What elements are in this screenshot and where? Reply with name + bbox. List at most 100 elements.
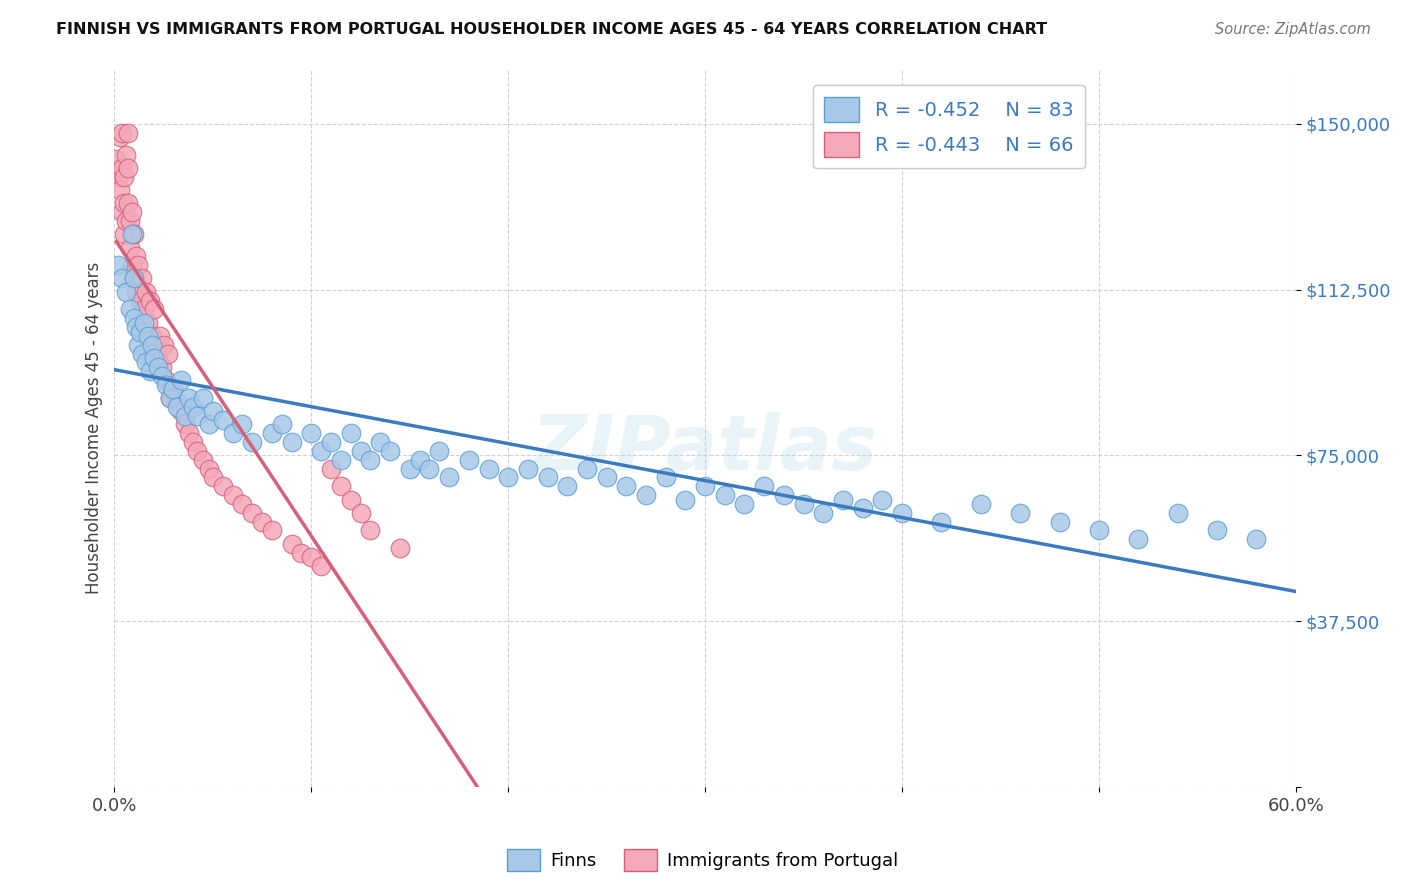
Point xyxy=(125,320,148,334)
Point xyxy=(309,558,332,573)
Point xyxy=(107,258,129,272)
Point xyxy=(813,506,835,520)
Point xyxy=(186,443,208,458)
Point xyxy=(122,271,145,285)
Point xyxy=(852,501,875,516)
Point xyxy=(112,169,135,184)
Point xyxy=(280,537,302,551)
Point xyxy=(339,426,361,441)
Point xyxy=(115,147,138,161)
Point xyxy=(970,497,993,511)
Point xyxy=(260,426,283,441)
Point xyxy=(408,452,430,467)
Point xyxy=(120,214,142,228)
Point xyxy=(299,549,322,564)
Text: FINNISH VS IMMIGRANTS FROM PORTUGAL HOUSEHOLDER INCOME AGES 45 - 64 YEARS CORREL: FINNISH VS IMMIGRANTS FROM PORTUGAL HOUS… xyxy=(56,22,1047,37)
Point xyxy=(111,205,134,219)
Point xyxy=(156,346,179,360)
Point xyxy=(931,515,953,529)
Y-axis label: Householder Income Ages 45 - 64 years: Householder Income Ages 45 - 64 years xyxy=(86,261,103,594)
Point xyxy=(240,435,263,450)
Point xyxy=(170,373,193,387)
Point xyxy=(339,492,361,507)
Point xyxy=(170,404,193,418)
Point xyxy=(673,492,696,507)
Point xyxy=(149,329,172,343)
Point xyxy=(516,461,538,475)
Point xyxy=(368,435,391,450)
Point xyxy=(145,338,167,352)
Point xyxy=(614,479,637,493)
Point xyxy=(117,126,139,140)
Point xyxy=(112,227,135,242)
Point xyxy=(142,351,165,365)
Point xyxy=(122,311,145,326)
Point xyxy=(319,435,342,450)
Point xyxy=(1049,515,1071,529)
Point xyxy=(115,214,138,228)
Point xyxy=(733,497,755,511)
Point xyxy=(115,285,138,299)
Point xyxy=(388,541,411,556)
Point xyxy=(221,426,243,441)
Point xyxy=(198,417,221,432)
Point xyxy=(1167,506,1189,520)
Point xyxy=(174,417,197,432)
Point xyxy=(129,325,152,339)
Point xyxy=(290,545,312,559)
Point xyxy=(105,152,128,166)
Point xyxy=(146,359,169,374)
Point xyxy=(891,506,914,520)
Point xyxy=(131,271,153,285)
Point xyxy=(754,479,776,493)
Point xyxy=(191,452,214,467)
Point xyxy=(142,302,165,317)
Point xyxy=(595,470,617,484)
Point xyxy=(159,391,181,405)
Point xyxy=(181,435,204,450)
Point xyxy=(141,338,163,352)
Point xyxy=(107,169,129,184)
Point xyxy=(398,461,420,475)
Point xyxy=(378,443,401,458)
Point xyxy=(150,368,173,383)
Point xyxy=(135,355,157,369)
Point xyxy=(127,338,149,352)
Point xyxy=(122,227,145,242)
Point xyxy=(201,404,224,418)
Point xyxy=(155,373,177,387)
Point xyxy=(349,443,371,458)
Point xyxy=(1246,533,1268,547)
Point xyxy=(125,249,148,263)
Point xyxy=(349,506,371,520)
Text: Source: ZipAtlas.com: Source: ZipAtlas.com xyxy=(1215,22,1371,37)
Point xyxy=(575,461,598,475)
Point xyxy=(179,426,201,441)
Point xyxy=(496,470,519,484)
Point xyxy=(141,329,163,343)
Point xyxy=(418,461,440,475)
Point xyxy=(654,470,676,484)
Point xyxy=(181,400,204,414)
Point xyxy=(146,351,169,365)
Point xyxy=(211,479,233,493)
Point xyxy=(111,271,134,285)
Point xyxy=(186,409,208,423)
Text: ZIPatlas: ZIPatlas xyxy=(531,412,879,486)
Point xyxy=(191,391,214,405)
Point xyxy=(110,183,132,197)
Point xyxy=(166,400,188,414)
Point xyxy=(166,395,188,409)
Point xyxy=(174,409,197,423)
Point xyxy=(309,443,332,458)
Point xyxy=(329,452,352,467)
Point xyxy=(111,126,134,140)
Point xyxy=(139,364,162,378)
Point xyxy=(117,161,139,175)
Point xyxy=(221,488,243,502)
Point xyxy=(773,488,796,502)
Point xyxy=(793,497,815,511)
Point xyxy=(120,302,142,317)
Point xyxy=(132,302,155,317)
Point xyxy=(150,359,173,374)
